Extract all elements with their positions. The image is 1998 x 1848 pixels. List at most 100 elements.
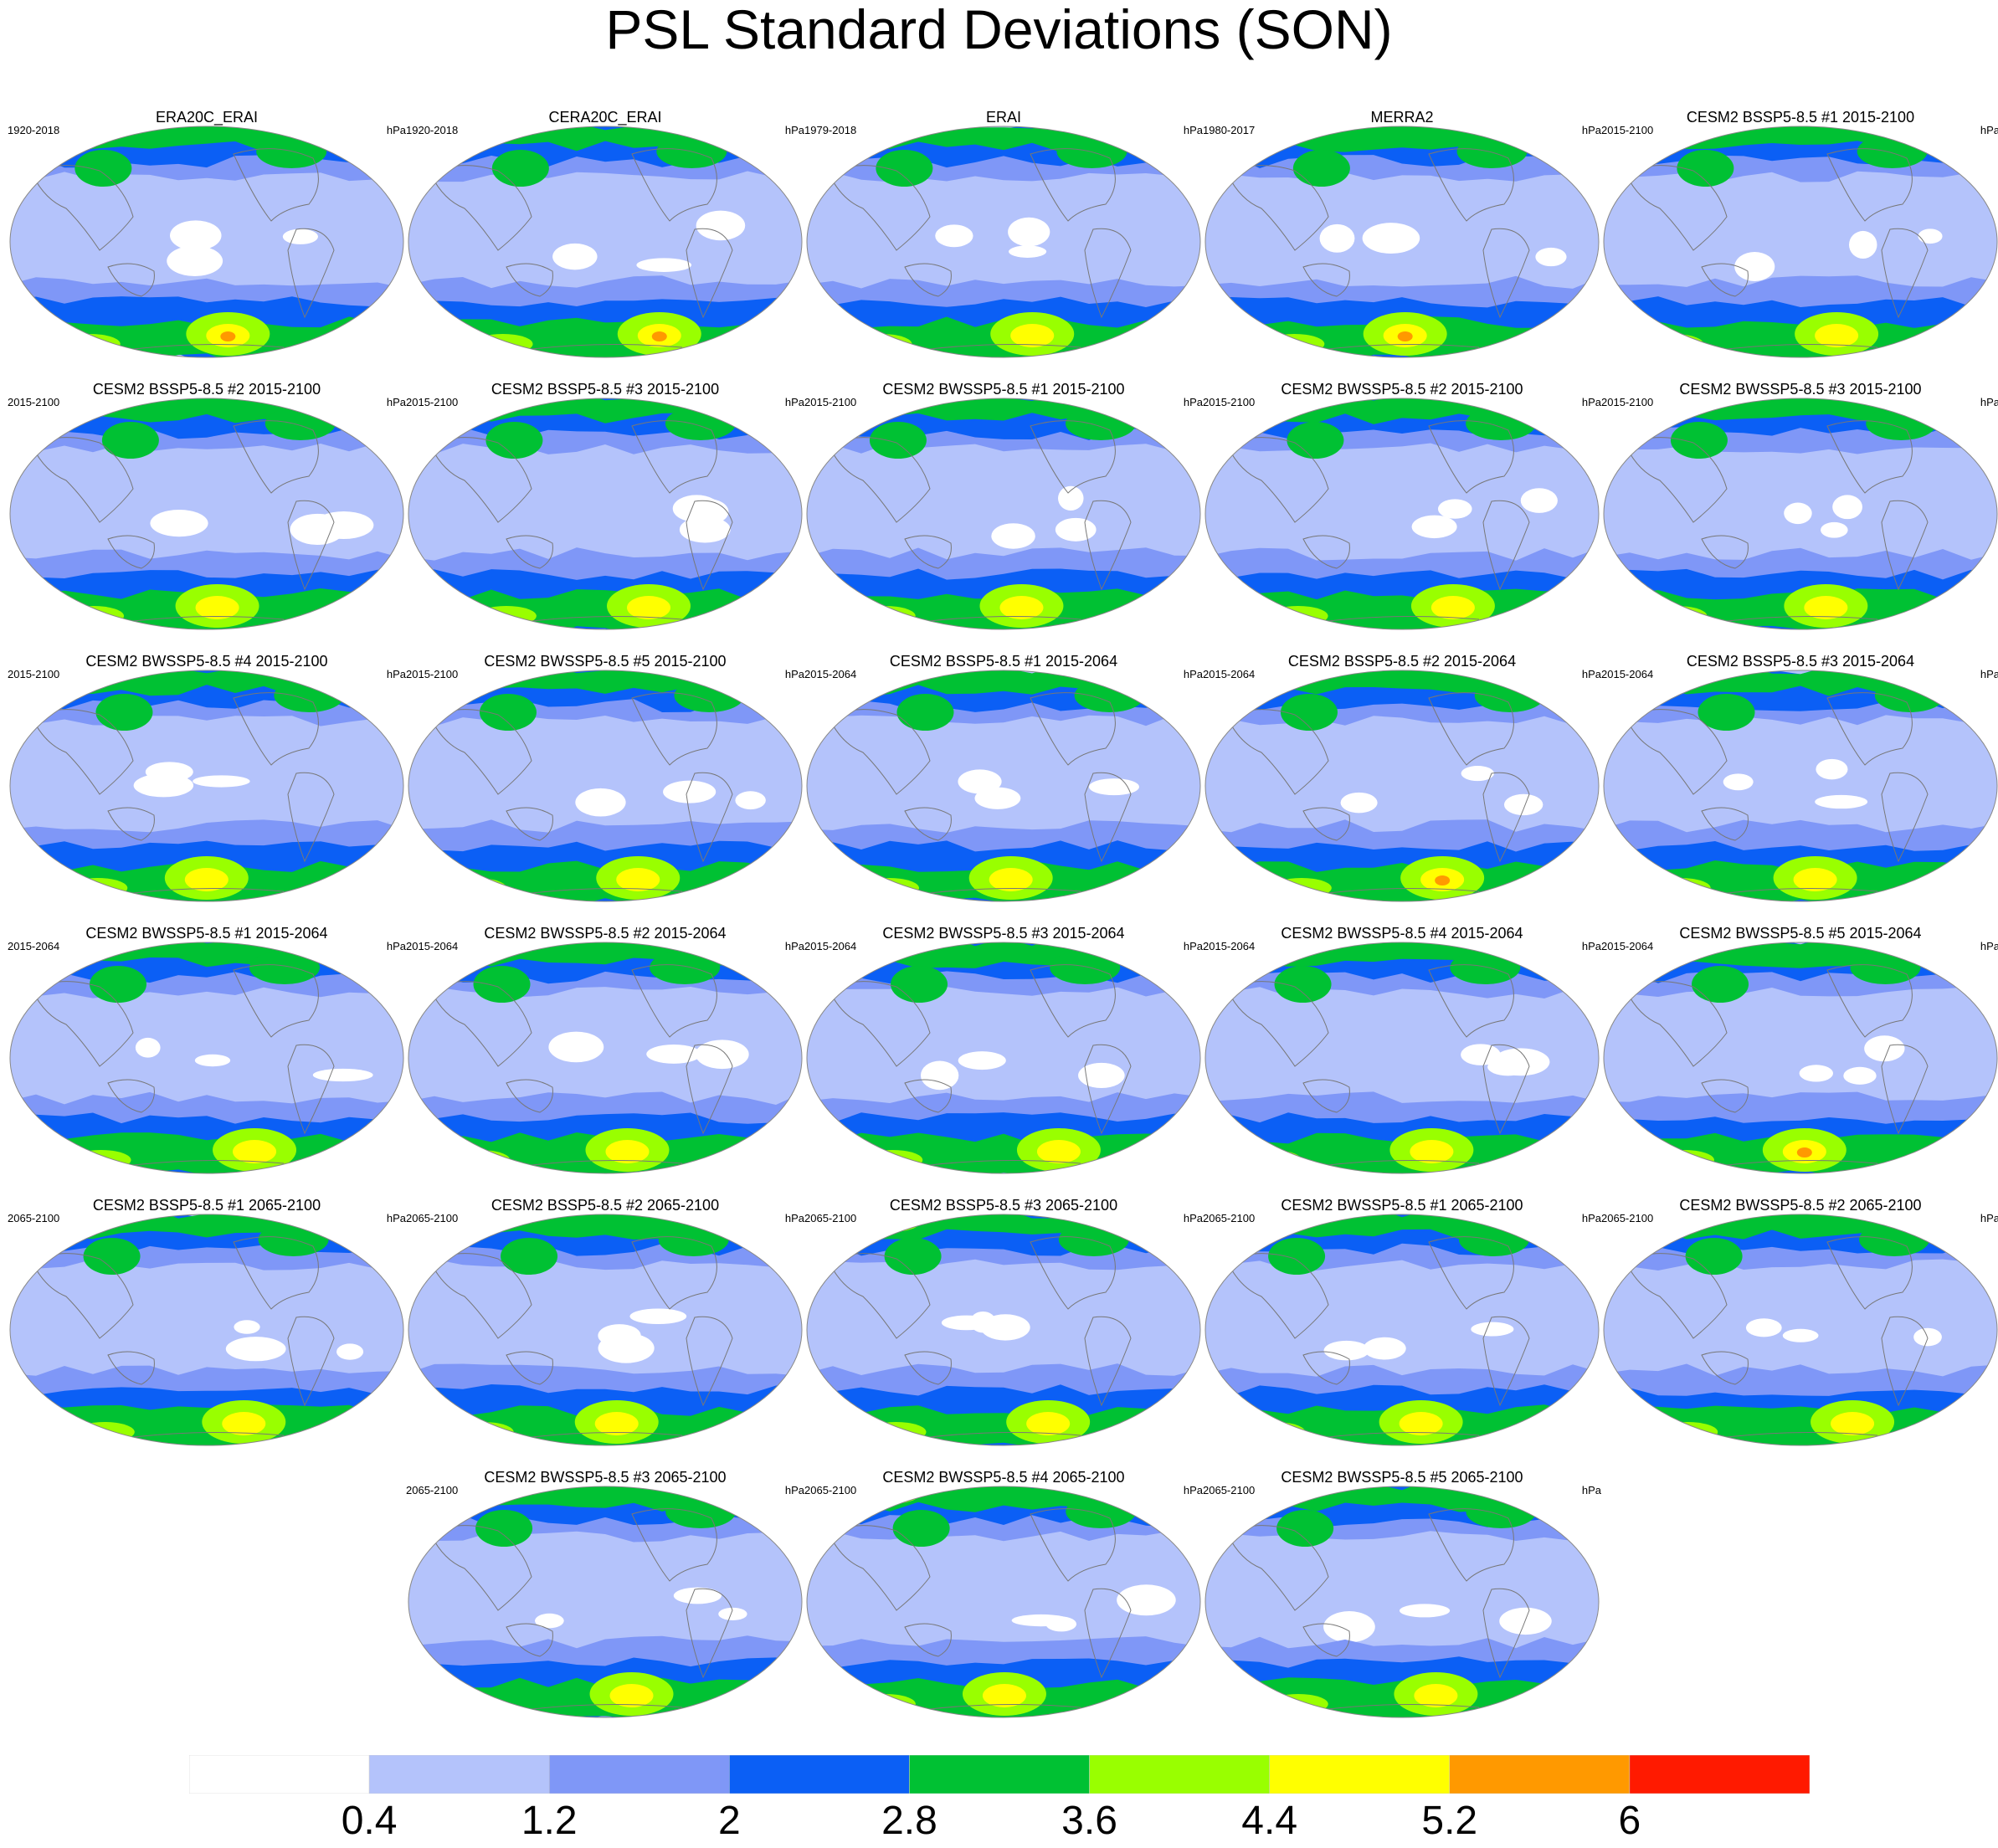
panel-units-label: hPa (784, 396, 804, 408)
coast-australia (506, 807, 553, 841)
panel-period-label: 2015-2064 (8, 940, 60, 952)
coast-asia (1626, 437, 1728, 523)
low-variability-patch (1913, 1327, 1942, 1347)
coast-asia (829, 1525, 931, 1611)
coast-australia (1701, 1079, 1749, 1113)
panel-units-label: hPa (1183, 124, 1203, 136)
coast-north-america (233, 964, 319, 1038)
map-plot (408, 1214, 803, 1446)
low-variability-patch (935, 224, 973, 248)
low-variability-patch (1848, 230, 1877, 259)
map-panel: CESM2 BWSSP5-8.5 #5 2015-2100 2015-2100 hP… (406, 652, 804, 903)
blob-north-pacific (479, 694, 537, 731)
panel-period-label: 2015-2064 (804, 668, 857, 680)
blob-south-west (1271, 878, 1332, 898)
band-south-3 (408, 317, 803, 358)
coast-antarctica (531, 343, 683, 350)
coast-south-america (686, 1588, 733, 1679)
blob-south-west (865, 1422, 927, 1442)
coast-north-america (233, 692, 319, 766)
coastlines (1227, 420, 1530, 622)
panel-units-label: hPa (386, 668, 406, 680)
low-variability-patch (1323, 1340, 1369, 1361)
low-variability-patch (1323, 1611, 1375, 1643)
map-plot (408, 670, 803, 902)
coast-south-america (686, 500, 733, 591)
coast-antarctica (929, 1703, 1081, 1710)
blob-north-pacific (884, 1238, 942, 1275)
coast-north-america (1826, 964, 1913, 1038)
low-variability-patch (1437, 499, 1472, 519)
blob-north-pacific (74, 150, 132, 187)
psl-field (806, 670, 1201, 902)
blob-south-yellow (184, 868, 229, 891)
coast-australia (506, 1079, 553, 1113)
panel-title: CESM2 BSSP5-8.5 #2 2015-2100 (92, 381, 321, 398)
low-variability-patch (718, 1607, 747, 1620)
coast-asia (1227, 709, 1329, 795)
map-plot (1204, 1214, 1600, 1446)
blob-north-pacific (101, 422, 159, 459)
panel-period-label: 2015-2100 (804, 396, 857, 408)
coast-north-america (1030, 1508, 1116, 1582)
coast-south-america (1881, 500, 1929, 591)
blob-south-yellow (1414, 1684, 1458, 1707)
low-variability-patch (1117, 1584, 1176, 1616)
coast-south-america (1482, 500, 1530, 591)
coast-antarctica (531, 887, 683, 894)
blob-north-yellowgreen (26, 944, 104, 961)
map-plot (1204, 398, 1600, 630)
psl-field (1204, 126, 1600, 358)
panel-units-label: hPa (386, 940, 406, 952)
panel-title: CESM2 BWSSP5-8.5 #1 2065-2100 (1281, 1197, 1523, 1214)
blob-north-yellowgreen (430, 944, 508, 961)
coast-asia (1626, 709, 1728, 795)
blob-north-atlantic (1058, 1223, 1129, 1256)
panel-title: CESM2 BWSSP5-8.5 #5 2015-2064 (1679, 925, 1922, 942)
low-variability-patch (234, 1320, 260, 1334)
map-border (408, 670, 803, 902)
blob-north-pacific (1685, 1238, 1743, 1275)
panel-units-label: hPa (1581, 1212, 1601, 1224)
coast-australia (1302, 1623, 1350, 1657)
coast-australia (1701, 263, 1749, 297)
panel-title: CESM2 BWSSP5-8.5 #4 2015-2064 (1281, 925, 1523, 942)
coast-antarctica (1328, 887, 1480, 894)
panel-units-label: hPa (1183, 396, 1203, 408)
low-variability-patch (646, 1045, 701, 1064)
coast-antarctica (132, 1159, 285, 1166)
blob-north-yellowgreen (31, 1216, 109, 1233)
coast-north-america (631, 148, 717, 222)
coast-asia (1626, 981, 1728, 1067)
coast-australia (904, 807, 952, 841)
coast-antarctica (1328, 615, 1480, 622)
coast-antarctica (929, 615, 1081, 622)
low-variability-patch (1864, 1035, 1905, 1062)
blob-north-pacific (1292, 150, 1350, 187)
low-variability-patch (193, 775, 250, 788)
blob-south-west (70, 1150, 131, 1170)
blob-south-west (858, 878, 919, 898)
blob-south-orange (1796, 1147, 1812, 1158)
coast-south-america (1084, 1044, 1132, 1135)
coast-south-america (686, 1044, 733, 1135)
map-border (9, 670, 404, 902)
panel-period-label: 2065-2100 (1203, 1212, 1256, 1224)
coast-north-america (233, 420, 319, 494)
blob-south-west (453, 1422, 514, 1442)
map-border (408, 942, 803, 1174)
blob-north-pacific (1670, 422, 1728, 459)
panel-title: CESM2 BWSSP5-8.5 #2 2015-2064 (484, 925, 727, 942)
band-north-3 (408, 1486, 803, 1512)
blob-north-yellowgreen (1619, 944, 1697, 961)
coast-north-america (233, 148, 319, 222)
panel-title: CESM2 BSSP5-8.5 #2 2065-2100 (491, 1197, 720, 1214)
blob-north-yellowgreen (1220, 1216, 1297, 1233)
coast-australia (506, 1351, 553, 1385)
blob-south-west (74, 1422, 135, 1442)
low-variability-patch (1009, 245, 1047, 258)
blob-north-yellowgreen (435, 1488, 513, 1505)
panel-title: CESM2 BWSSP5-8.5 #3 2015-2100 (1679, 381, 1922, 398)
coast-south-america (1084, 228, 1132, 319)
blob-south-yellow (233, 1140, 277, 1163)
